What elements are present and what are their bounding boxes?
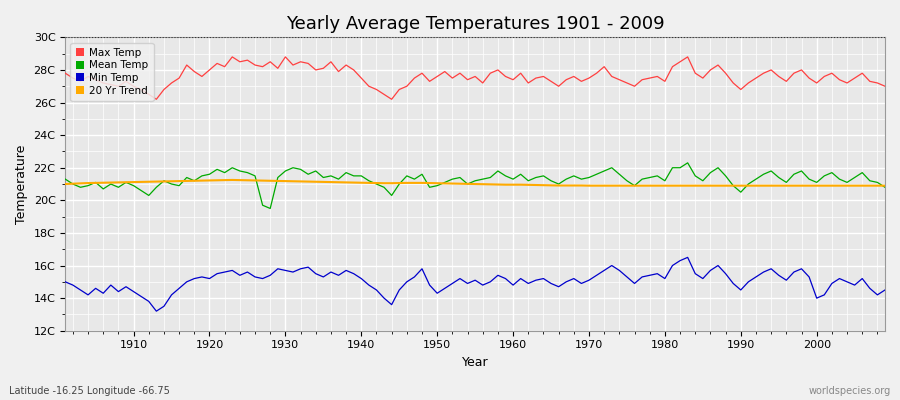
- Text: Latitude -16.25 Longitude -66.75: Latitude -16.25 Longitude -66.75: [9, 386, 170, 396]
- Title: Yearly Average Temperatures 1901 - 2009: Yearly Average Temperatures 1901 - 2009: [286, 15, 664, 33]
- X-axis label: Year: Year: [462, 356, 489, 369]
- Legend: Max Temp, Mean Temp, Min Temp, 20 Yr Trend: Max Temp, Mean Temp, Min Temp, 20 Yr Tre…: [70, 42, 154, 101]
- Text: worldspecies.org: worldspecies.org: [809, 386, 891, 396]
- Y-axis label: Temperature: Temperature: [15, 144, 28, 224]
